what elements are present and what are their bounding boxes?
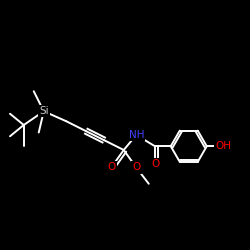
- Text: O: O: [132, 162, 140, 172]
- Text: O: O: [107, 162, 116, 172]
- Text: O: O: [151, 159, 159, 169]
- Text: Si: Si: [39, 106, 48, 116]
- Text: OH: OH: [215, 141, 231, 151]
- Text: NH: NH: [128, 130, 144, 140]
